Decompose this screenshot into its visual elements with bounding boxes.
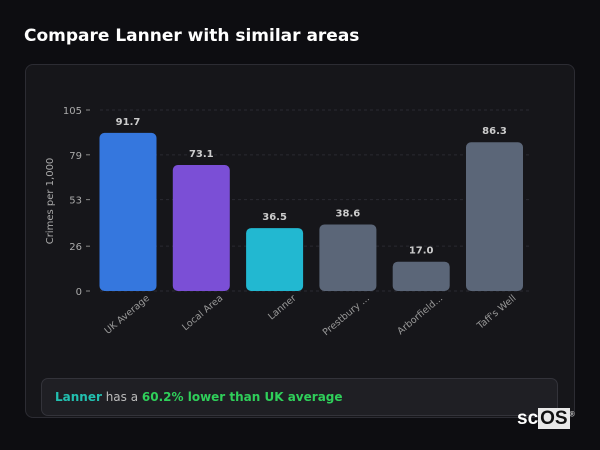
data-label: 36.5 <box>262 212 287 223</box>
x-tick-label: Arborfield... <box>395 293 445 337</box>
page-title: Compare Lanner with similar areas <box>24 26 360 46</box>
logo-mark: ® <box>569 411 575 419</box>
bar <box>246 228 304 291</box>
y-axis-label: Crimes per 1,000 <box>45 158 56 245</box>
bar <box>466 142 523 291</box>
scos-logo: sc OS ® <box>517 408 575 430</box>
data-label: 91.7 <box>116 117 141 128</box>
data-label: 38.6 <box>336 208 361 219</box>
logo-os: OS <box>538 408 570 429</box>
bar <box>172 164 230 291</box>
y-tick-label: 105 <box>63 106 82 117</box>
data-label: 73.1 <box>189 149 214 160</box>
x-tick-label: Local Area <box>180 293 225 333</box>
y-tick-label: 26 <box>69 242 82 253</box>
y-tick-label: 53 <box>69 196 82 207</box>
data-label: 17.0 <box>409 246 434 257</box>
x-tick-label: Taff's Well <box>474 293 518 332</box>
bar <box>319 224 377 291</box>
bar <box>99 132 157 291</box>
x-tick-label: Prestbury ... <box>321 293 372 338</box>
logo-sc: sc <box>517 408 539 429</box>
x-tick-label: Lanner <box>266 293 298 323</box>
y-tick-label: 0 <box>76 287 82 298</box>
summary-box: Lanner has a 60.2% lower than UK average <box>41 378 558 416</box>
summary-stat: 60.2% lower than UK average <box>141 390 343 404</box>
y-tick-label: 79 <box>69 151 82 162</box>
summary-text: has a <box>101 390 142 404</box>
data-label: 86.3 <box>482 126 507 137</box>
bar <box>392 261 450 291</box>
summary-area: Lanner <box>55 390 102 404</box>
x-tick-label: UK Average <box>103 293 152 337</box>
